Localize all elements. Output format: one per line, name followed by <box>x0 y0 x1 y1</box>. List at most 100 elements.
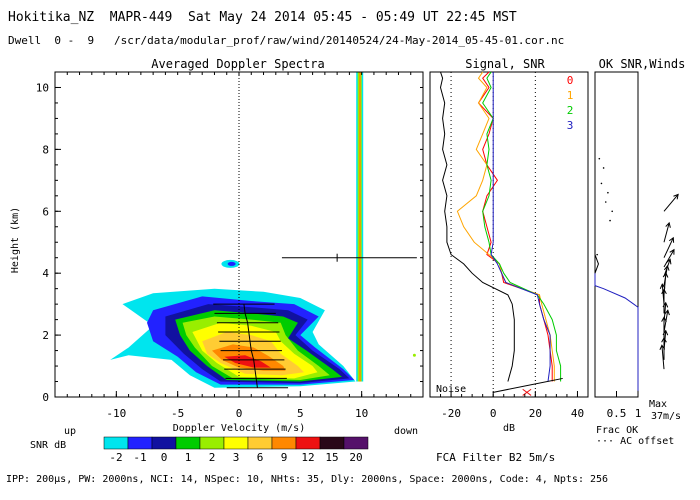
ac-offset-dot <box>602 167 605 169</box>
colorbar-cell <box>271 436 297 450</box>
frac-tick-label: 1 <box>635 407 642 420</box>
velocity-tick-label: 10 <box>355 407 368 420</box>
wind-barb-shaft <box>663 249 675 268</box>
ok-snr-winds-panel: OK SNR,Winds 0.5 1 Frac OK ··· AC offset … <box>594 57 686 447</box>
colorbar-cell <box>343 436 369 450</box>
wind-max-value: 37m/s <box>651 411 681 422</box>
colorbar-cell <box>247 436 273 450</box>
mean-velocity-profile <box>243 304 258 388</box>
wind-barb-head <box>668 236 675 243</box>
legend-entry-2: 2 <box>567 104 574 117</box>
colorbar-tick-label: -1 <box>133 451 146 464</box>
colorbar-tick-label: 2 <box>209 451 216 464</box>
signal-snr-panel: Signal, SNR -20 0 20 40 dB Noise 0 1 2 3 <box>429 57 589 434</box>
ac-offset-dot <box>596 253 598 256</box>
ac-offset-dot <box>611 210 613 213</box>
ac-offset-dot <box>604 201 607 203</box>
colorbar-tick-label: 9 <box>281 451 288 464</box>
series-line-3 <box>490 72 551 382</box>
ac-offset-dot <box>598 157 601 160</box>
colorbar-cell <box>103 436 129 450</box>
wind-barb-head <box>665 221 671 228</box>
clutter-strip-core <box>359 72 361 382</box>
velocity-tick-label: 5 <box>297 407 304 420</box>
wind-barb-shaft <box>663 259 671 277</box>
colorbar-label: SNR dB <box>30 440 66 451</box>
dwell-file-line: Dwell 0 - 9 /scr/data/modular_prof/raw/w… <box>8 34 565 47</box>
wind-max-label: Max <box>649 399 667 410</box>
snr-speckle <box>412 353 416 357</box>
signal-snr-frame <box>429 71 589 398</box>
wind-barb-head <box>664 309 670 316</box>
frac-ok-frame <box>594 71 639 398</box>
wind-barb-shaft <box>663 310 669 333</box>
velocity-tick-label: 0 <box>236 407 243 420</box>
db-tick-label: 20 <box>529 407 542 420</box>
colorbar-tick-label: 12 <box>301 451 314 464</box>
frac-ok-content <box>594 157 639 391</box>
wind-barb-head <box>669 248 675 255</box>
colorbar-tick-label: 20 <box>349 451 362 464</box>
colorbar-tick-label: 0 <box>161 451 168 464</box>
colorbar-cell <box>295 436 321 450</box>
series-line-signal <box>439 71 515 382</box>
height-tick-label: 8 <box>42 143 49 156</box>
series-line-0 <box>477 71 553 382</box>
series-legend: 0 1 2 3 <box>567 74 574 132</box>
wind-barbs <box>659 193 679 370</box>
wind-barb-shaft <box>663 330 667 351</box>
colorbar-tick-label: 3 <box>233 451 240 464</box>
up-label: up <box>64 426 76 437</box>
down-label: down <box>394 426 418 437</box>
db-axis-label: dB <box>503 423 515 434</box>
ac-offset-label: ··· AC offset <box>596 436 674 447</box>
fca-filter-label: FCA Filter B2 5m/s <box>436 451 555 464</box>
noise-label: Noise <box>436 384 466 395</box>
frac-tick-label: 0.5 <box>607 407 627 420</box>
frac-ok-notch <box>594 254 599 274</box>
colorbar-ticks: -2 -1 0 1 2 3 6 9 12 15 20 <box>109 451 362 464</box>
frac-ok-label: Frac OK <box>596 425 638 436</box>
height-tick-label: 10 <box>36 81 49 94</box>
velocity-tick-label: -5 <box>171 407 184 420</box>
signal-snr-ticks: -20 0 20 40 <box>429 391 589 420</box>
wind-barb-head <box>673 193 679 200</box>
ac-offset-dot <box>609 219 611 222</box>
legend-entry-0: 0 <box>567 74 574 87</box>
height-tick-label: 2 <box>42 329 49 342</box>
colorbar-cell <box>127 436 153 450</box>
wind-barb-shaft <box>661 284 665 305</box>
colorbar-cell <box>151 436 177 450</box>
wind-barb-shaft <box>663 222 670 243</box>
ac-offset-dot <box>607 191 609 194</box>
snr-speckle <box>227 261 236 266</box>
spectra-title: Averaged Doppler Spectra <box>151 57 324 71</box>
colorbar-cell <box>175 436 201 450</box>
colorbar-tick-label: 15 <box>325 451 338 464</box>
height-tick-label: 4 <box>42 267 49 280</box>
height-axis-label: Height (km) <box>10 207 21 273</box>
colorbar-tick-label: 1 <box>185 451 192 464</box>
velocity-axis-label: Doppler Velocity (m/s) <box>173 423 305 434</box>
signal-snr-title: Signal, SNR <box>465 57 545 71</box>
spectra-panel: Averaged Doppler Spectra 0 2 4 6 8 10 -10 -5 0 5… <box>10 57 424 437</box>
frac-ok-line <box>594 273 639 391</box>
colorbar-cells <box>103 436 369 450</box>
height-axis-ticks: 0 2 4 6 8 10 <box>36 71 423 404</box>
colorbar-cell <box>319 436 345 450</box>
chart-title-header: Hokitika_NZ MAPR-449 Sat May 24 2014 05:… <box>8 10 517 25</box>
db-tick-label: 40 <box>571 407 584 420</box>
series-line-1 <box>456 71 555 382</box>
noise-cross <box>522 388 532 396</box>
wind-barb-shaft <box>661 345 665 370</box>
wind-barb-shaft <box>663 302 667 323</box>
noise-connector <box>493 377 563 393</box>
height-tick-label: 0 <box>42 391 49 404</box>
spectra-heatmap <box>110 72 417 389</box>
ok-snr-winds-title: OK SNR,Winds <box>599 57 686 71</box>
colorbar-tick-label: 6 <box>257 451 264 464</box>
wind-barb-shaft <box>663 237 674 258</box>
wind-barb-head <box>659 283 666 289</box>
legend-entry-3: 3 <box>567 119 574 132</box>
